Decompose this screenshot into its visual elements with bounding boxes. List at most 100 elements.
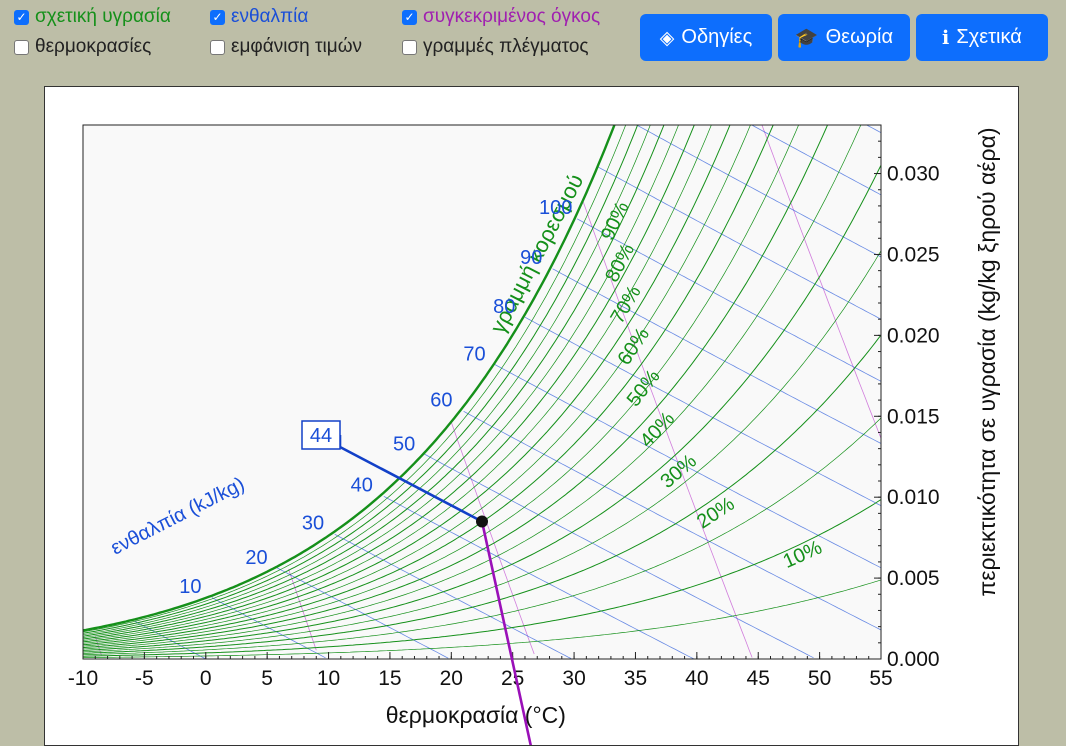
theory-button-label: Θεωρία <box>825 26 894 48</box>
enthalpy-line <box>576 218 881 382</box>
checkbox-relative-humidity[interactable]: ✓ <box>14 9 29 25</box>
y-tick-label: 0.020 <box>887 324 940 347</box>
relative-humidity-line <box>83 125 862 650</box>
x-tick-label: 30 <box>562 667 585 690</box>
option-label-enthalpy: ενθαλπία <box>231 6 309 27</box>
relative-humidity-line <box>83 125 695 640</box>
option-temperatures[interactable]: θερμοκρασίες <box>14 36 151 58</box>
specific-volume-line <box>582 201 753 658</box>
x-axis-title: θερμοκρασία (°C) <box>386 702 566 728</box>
directions-icon: ◈ <box>659 26 675 49</box>
option-relative-humidity[interactable]: ✓ σχετική υγρασία <box>14 6 171 28</box>
enthalpy-label: 60 <box>430 389 452 411</box>
relative-humidity-line <box>83 125 679 638</box>
x-tick-label: 15 <box>378 667 401 690</box>
relative-humidity-line <box>83 125 651 636</box>
y-tick-label: 0.025 <box>887 243 940 266</box>
enthalpy-line <box>552 268 881 444</box>
enthalpy-label: 30 <box>302 513 324 535</box>
relative-humidity-line <box>83 125 639 634</box>
relative-humidity-line <box>83 125 799 647</box>
relative-humidity-line <box>83 250 881 653</box>
enthalpy-label: 80 <box>493 296 515 318</box>
option-grid-lines[interactable]: γραμμές πλέγματος <box>402 36 589 58</box>
x-tick-label: -5 <box>135 667 154 690</box>
y-tick-label: 0.030 <box>887 163 940 186</box>
option-enthalpy[interactable]: ✓ ενθαλπία <box>210 6 308 28</box>
specific-volume-line <box>450 422 535 655</box>
x-tick-label: 55 <box>869 667 892 690</box>
checkbox-specific-volume[interactable]: ✓ <box>402 9 417 25</box>
option-label-temperatures: θερμοκρασίες <box>35 36 152 57</box>
x-tick-label: -10 <box>68 667 98 690</box>
enthalpy-label: 70 <box>463 344 485 366</box>
relative-humidity-line <box>83 164 881 651</box>
x-tick-label: 0 <box>200 667 212 690</box>
option-label-specific-volume: συγκεκριμένος όγκος <box>423 6 601 27</box>
instructions-button[interactable]: ◈ Οδηγίες <box>640 14 772 61</box>
plot-border <box>82 124 882 660</box>
relative-humidity-line <box>83 125 731 643</box>
enthalpy-line <box>463 410 881 631</box>
y-tick-label: 0.000 <box>887 648 940 671</box>
option-show-values[interactable]: εμφάνιση τιμών <box>210 36 362 58</box>
enthalpy-readout-value: 44 <box>310 425 332 447</box>
instructions-button-label: Οδηγίες <box>681 26 753 48</box>
specific-volume-line <box>761 125 881 439</box>
enthalpy-line <box>524 316 881 507</box>
enthalpy-line <box>598 166 881 320</box>
enthalpy-label: 20 <box>245 547 267 569</box>
saturation-line <box>83 125 616 632</box>
enthalpy-line <box>494 363 881 569</box>
x-tick-label: 50 <box>808 667 831 690</box>
y-tick-label: 0.005 <box>887 567 940 590</box>
relative-humidity-line <box>83 125 829 649</box>
relative-humidity-line <box>83 579 881 658</box>
enthalpy-line <box>635 125 881 258</box>
checkbox-show-values[interactable] <box>210 39 225 55</box>
psychrometric-chart[interactable]: -10 -5 0 5 10 15 20 25 30 35 40 45 50 550.000 0.005 0.0… <box>45 87 1019 746</box>
state-point[interactable] <box>476 515 488 528</box>
info-icon: ℹ <box>942 26 950 49</box>
chart-lines <box>83 125 881 659</box>
x-tick-label: 40 <box>685 667 708 690</box>
enthalpy-label: 50 <box>393 433 415 455</box>
theory-button[interactable]: 🎓 Θεωρία <box>778 14 910 61</box>
x-tick-label: 20 <box>440 667 463 690</box>
y-tick-label: 0.010 <box>887 486 940 509</box>
relative-humidity-line <box>83 125 665 637</box>
enthalpy-line <box>750 125 881 196</box>
plot-area <box>83 125 881 659</box>
y-tick-label: 0.015 <box>887 405 940 428</box>
relative-humidity-line <box>83 125 751 644</box>
about-button[interactable]: ℹ Σχετικά <box>916 14 1048 61</box>
checkbox-temperatures[interactable] <box>14 39 29 55</box>
option-label-grid-lines: γραμμές πλέγματος <box>423 36 589 57</box>
graduation-cap-icon: 🎓 <box>794 27 819 49</box>
x-tick-label: 35 <box>624 667 647 690</box>
relative-humidity-line <box>83 125 712 641</box>
enthalpy-line <box>334 533 572 659</box>
x-tick-label: 10 <box>317 667 340 690</box>
enthalpy-label: 100 <box>539 197 572 219</box>
enthalpy-line <box>383 495 694 659</box>
relative-humidity-line <box>83 334 881 654</box>
x-tick-label: 45 <box>747 667 770 690</box>
relative-humidity-line <box>83 417 881 656</box>
option-label-relative-humidity: σχετική υγρασία <box>35 6 171 27</box>
relative-humidity-line <box>83 125 627 633</box>
enthalpy-label: 90 <box>520 247 542 269</box>
enthalpy-line <box>276 567 449 659</box>
about-button-label: Σχετικά <box>956 26 1022 48</box>
x-tick-label: 25 <box>501 667 524 690</box>
x-tick-label: 5 <box>261 667 273 690</box>
checkbox-enthalpy[interactable]: ✓ <box>210 9 225 25</box>
enthalpy-line <box>135 621 206 659</box>
option-specific-volume[interactable]: ✓ συγκεκριμένος όγκος <box>402 6 600 28</box>
enthalpy-label: 40 <box>351 475 373 497</box>
specific-volume-readout-line <box>480 521 533 745</box>
y-axis-title: περιεκτικότητα σε υγρασία (kg/kg ξηρού α… <box>974 127 1000 596</box>
enthalpy-label: 10 <box>179 576 201 598</box>
chart-frame: -10 -5 0 5 10 15 20 25 30 35 40 45 50 55 0.000 0.005 0.0… <box>44 86 1019 746</box>
checkbox-grid-lines[interactable] <box>402 39 417 55</box>
